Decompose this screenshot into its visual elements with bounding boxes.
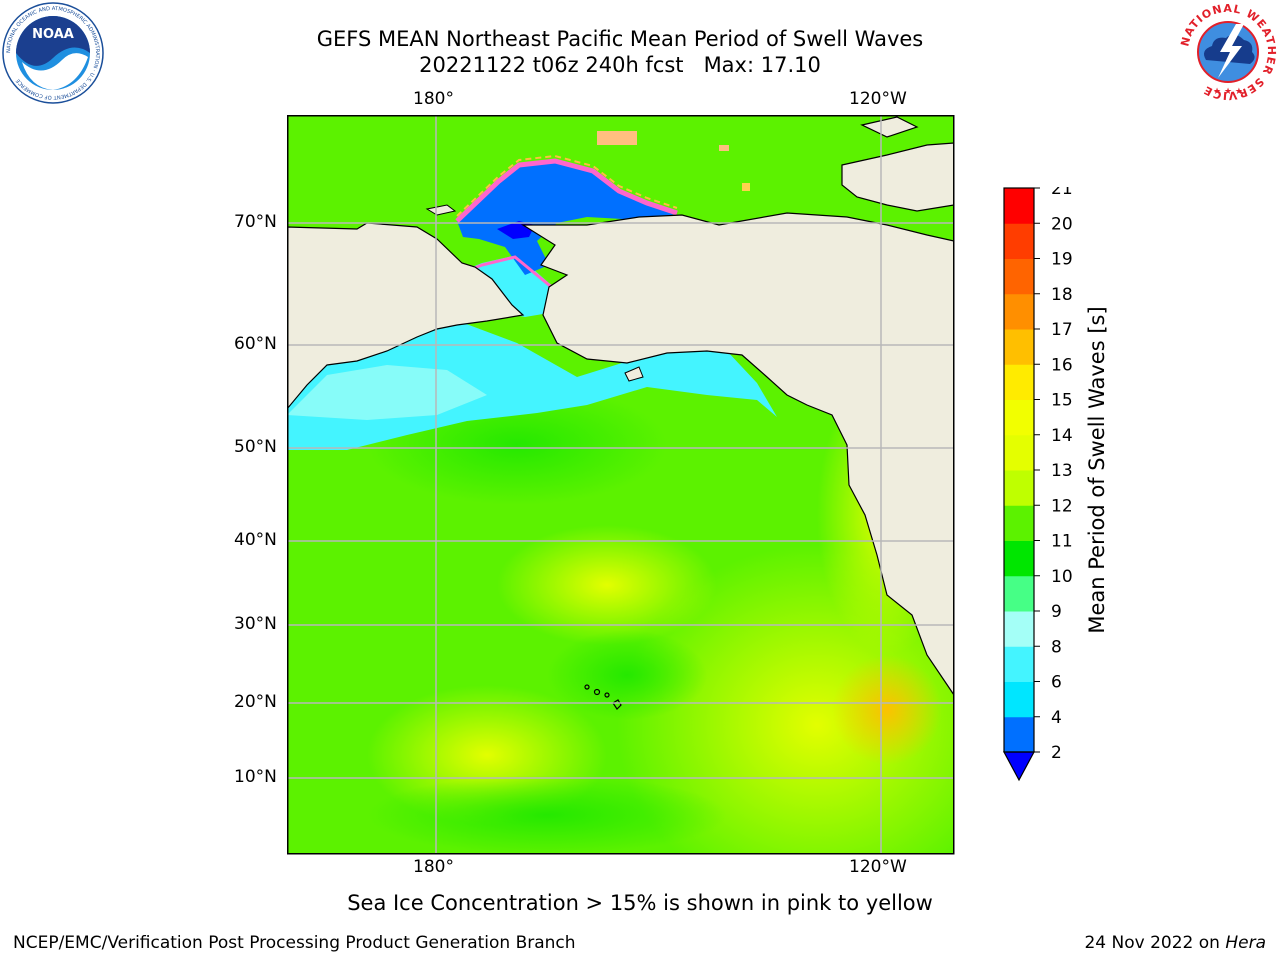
arctic-low-period	[457, 161, 677, 275]
colorbar-segment	[1004, 681, 1034, 718]
sea-ice-note: Sea Ice Concentration > 15% is shown in …	[347, 891, 933, 915]
colorbar-segment	[1004, 223, 1034, 259]
lat-tick-10n: 10°N	[234, 767, 277, 787]
land-kodiak-island	[624, 366, 644, 382]
bottom-tick-120w: 120°W	[849, 857, 907, 877]
footer-machine: Hera	[1225, 933, 1266, 953]
land-arctic-islands	[860, 116, 919, 138]
colorbar-tick-label: 8	[1051, 637, 1062, 657]
noaa-logo-text: NOAA	[32, 27, 74, 42]
colorbar-segment	[1004, 575, 1034, 612]
period-region-central	[497, 525, 717, 645]
colorbar-segment	[1004, 716, 1034, 753]
lat-tick-30n: 30°N	[234, 614, 277, 634]
swell-period-map	[287, 115, 955, 855]
colorbar-segment	[1004, 293, 1034, 330]
land-wrangel-island	[425, 204, 457, 216]
colorbar-tick-label: 13	[1051, 461, 1073, 481]
colorbar-segment	[1004, 329, 1034, 365]
footer-date: 24 Nov 2022 on Hera	[1084, 933, 1266, 953]
sea-ice-patch	[597, 131, 637, 145]
period-region-hawaii	[547, 630, 707, 720]
lat-tick-50n: 50°N	[234, 437, 277, 457]
colorbar-tick-label: 18	[1051, 285, 1073, 305]
period-maximum-region	[832, 655, 942, 765]
colorbar-tick-label: 21	[1051, 187, 1073, 199]
colorbar-tick-label: 2	[1051, 743, 1062, 763]
colorbar-tick-label: 10	[1051, 567, 1073, 587]
footer-date-text: 24 Nov 2022 on	[1084, 933, 1226, 953]
colorbar-tick-label: 19	[1051, 250, 1073, 270]
lat-tick-40n: 40°N	[234, 530, 277, 550]
bottom-tick-180: 180°	[413, 857, 454, 877]
colorbar-segment	[1004, 646, 1034, 682]
hawaiian-islands	[584, 684, 622, 710]
colorbar-segment	[1004, 364, 1034, 400]
land-arctic-islands	[841, 142, 954, 212]
colorbar-segment	[1004, 258, 1034, 295]
low-period-patch	[287, 365, 487, 420]
period-region-south	[367, 775, 727, 854]
sea-ice-edge-north	[455, 158, 678, 223]
colorbar-tick-label: 17	[1051, 320, 1073, 340]
colorbar-segment	[1004, 434, 1034, 471]
footer-producer: NCEP/EMC/Verification Post Processing Pr…	[13, 933, 576, 953]
land-north-america	[520, 212, 954, 697]
colorbar-tick-label: 4	[1051, 708, 1062, 728]
colorbar-segment	[1004, 505, 1034, 541]
title-line-2: 20221122 t06z 240h fcst Max: 17.10	[419, 53, 821, 77]
colorbar-segment	[1004, 611, 1034, 647]
land-siberia	[287, 222, 525, 410]
colorbar-tick-label: 20	[1051, 214, 1073, 234]
colorbar-segment	[1004, 540, 1034, 577]
svg-text:★ ★ ★: ★ ★ ★	[1213, 87, 1243, 97]
lat-tick-60n: 60°N	[234, 334, 277, 354]
chart-title: GEFS MEAN Northeast Pacific Mean Period …	[0, 26, 1240, 78]
map-frame	[287, 115, 955, 855]
colorbar-tick-label: 12	[1051, 496, 1073, 516]
colorbar-segment	[1004, 399, 1034, 436]
colorbar-segment	[1004, 188, 1034, 224]
colorbar: 2 4 6 8 9 10 11 12 13 14 15 16 17 18 19 20 21	[1002, 187, 1073, 782]
colorbar-segment	[1004, 470, 1034, 506]
colorbar-under-extension	[1002, 751, 1036, 782]
map-gridlines	[287, 115, 954, 854]
sea-ice-patch	[742, 183, 750, 191]
sea-ice-edge-outer	[456, 154, 678, 217]
top-tick-120w: 120°W	[849, 89, 907, 109]
colorbar-tick-label: 9	[1051, 602, 1062, 622]
colorbar-label: Mean Period of Swell Waves [s]	[1085, 306, 1109, 634]
nws-logo: NATIONAL WEATHER SERVICE ★ ★ ★	[1178, 2, 1277, 102]
top-tick-180: 180°	[413, 89, 454, 109]
lat-tick-70n: 70°N	[234, 212, 277, 232]
title-line-1: GEFS MEAN Northeast Pacific Mean Period …	[316, 27, 924, 51]
noaa-logo: NATIONAL OCEANIC AND ATMOSPHERIC ADMINIS…	[2, 2, 104, 104]
colorbar-tick-label: 16	[1051, 355, 1073, 375]
sea-ice-patch	[719, 145, 729, 151]
colorbar-tick-label: 11	[1051, 532, 1073, 552]
colorbar-tick-label: 6	[1051, 673, 1062, 693]
colorbar-tick-label: 15	[1051, 391, 1073, 411]
colorbar-tick-label: 14	[1051, 426, 1073, 446]
lat-tick-20n: 20°N	[234, 692, 277, 712]
